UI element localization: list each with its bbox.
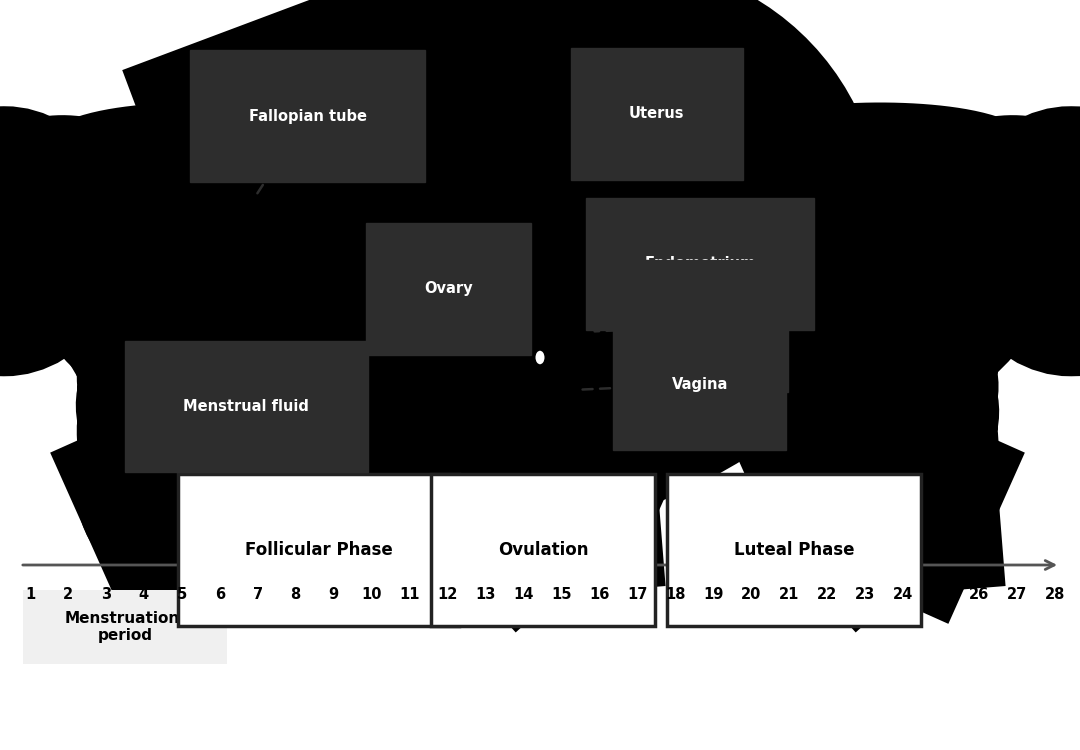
Ellipse shape [0,200,32,283]
Ellipse shape [716,218,746,264]
Ellipse shape [1043,200,1080,283]
Ellipse shape [187,327,195,344]
Text: 11: 11 [400,587,420,602]
Text: 24: 24 [893,587,914,602]
Text: 22: 22 [818,587,837,602]
Circle shape [505,561,541,597]
Ellipse shape [359,200,415,283]
Text: Uterus: Uterus [605,106,685,164]
FancyBboxPatch shape [23,590,227,664]
Ellipse shape [703,200,759,283]
Text: 14: 14 [513,587,534,602]
Text: Fallopian tube: Fallopian tube [248,109,367,196]
Text: 26: 26 [969,587,989,602]
Ellipse shape [661,200,717,283]
Text: 20: 20 [741,587,761,602]
Ellipse shape [334,218,364,264]
Text: 28: 28 [1044,587,1065,602]
Text: Ovary: Ovary [423,260,482,296]
Text: 18: 18 [665,587,686,602]
Text: 5: 5 [177,587,187,602]
Text: Endometrium: Endometrium [632,256,756,272]
Ellipse shape [370,218,402,264]
Text: 13: 13 [475,587,496,602]
Text: 19: 19 [703,587,724,602]
Ellipse shape [195,304,204,321]
Text: 16: 16 [590,587,609,602]
Text: 10: 10 [362,587,382,602]
Text: 1: 1 [25,587,36,602]
Ellipse shape [188,372,198,388]
Ellipse shape [1056,218,1080,264]
Ellipse shape [190,410,200,426]
Text: 21: 21 [779,587,799,602]
Text: Follicular Phase: Follicular Phase [245,541,392,559]
Text: 2: 2 [63,587,73,602]
Text: Luteal Phase: Luteal Phase [733,541,854,559]
Ellipse shape [321,200,377,283]
Ellipse shape [190,263,200,280]
Text: 17: 17 [627,587,648,602]
Ellipse shape [193,350,203,366]
Text: 23: 23 [855,587,875,602]
Text: Menstruation/
period: Menstruation/ period [65,610,186,644]
Text: Vagina: Vagina [576,376,728,392]
Text: Menstrual fluid: Menstrual fluid [184,392,309,414]
Text: Cervix: Cervix [595,319,730,334]
Ellipse shape [185,286,193,302]
Polygon shape [797,206,962,262]
Text: 4: 4 [139,587,149,602]
Text: 15: 15 [551,587,571,602]
Polygon shape [827,223,932,262]
Text: 9: 9 [328,587,339,602]
Text: 3: 3 [100,587,111,602]
Text: Ovulation: Ovulation [498,541,589,559]
Text: 6: 6 [215,587,225,602]
Text: 25: 25 [931,587,951,602]
Ellipse shape [536,351,544,364]
Ellipse shape [673,218,704,264]
Text: 27: 27 [1007,587,1027,602]
Text: 12: 12 [437,587,458,602]
Text: 7: 7 [253,587,262,602]
Ellipse shape [0,218,19,264]
Text: 8: 8 [291,587,301,602]
